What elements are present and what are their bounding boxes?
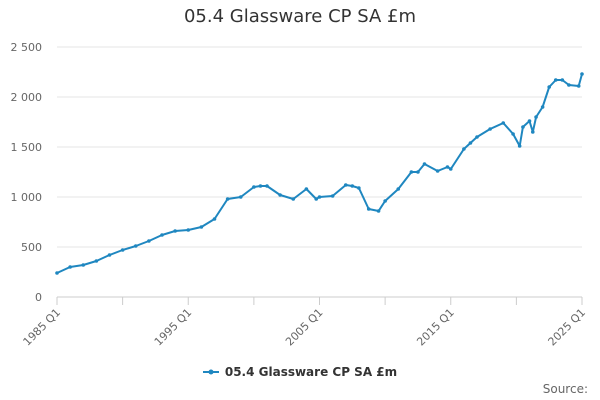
data-point[interactable] [475,135,479,139]
data-point[interactable] [422,162,427,166]
data-point[interactable] [560,78,565,82]
data-point[interactable] [409,170,414,174]
y-tick-label: 2 500 [11,41,43,54]
y-tick-label: 0 [35,291,42,304]
x-tick-label: 1985 Q1 [21,306,64,349]
data-point[interactable] [186,228,191,232]
data-point[interactable] [530,130,535,134]
data-point[interactable] [576,84,581,88]
data-point[interactable] [553,78,558,82]
data-point[interactable] [314,197,319,201]
y-tick-label: 2 000 [11,91,43,104]
x-tick-label: 1995 Q1 [152,306,195,349]
data-point[interactable] [278,193,282,197]
data-point[interactable] [468,141,473,145]
series-line[interactable] [56,73,583,274]
data-point[interactable] [120,248,125,252]
data-point[interactable] [448,167,453,171]
data-point[interactable] [517,144,522,148]
data-point[interactable] [304,187,309,191]
chart-title: 05.4 Glassware CP SA £m [183,6,416,27]
x-tick-label: 2005 Q1 [283,306,326,349]
data-point[interactable] [435,169,440,173]
data-point[interactable] [376,209,381,213]
data-point[interactable] [147,239,151,243]
y-tick-label: 1 500 [11,141,43,154]
x-tick-label: 2015 Q1 [414,306,457,349]
data-point[interactable] [580,72,584,76]
data-point[interactable] [416,170,420,174]
x-tick-label: 2025 Q1 [546,306,589,349]
data-point[interactable] [540,105,545,109]
data-point[interactable] [291,197,296,201]
legend[interactable]: 05.4 Glassware CP SA £m [0,365,600,379]
data-point[interactable] [547,85,551,89]
data-point[interactable] [343,183,348,187]
data-point[interactable] [511,132,515,136]
data-point[interactable] [94,259,99,263]
data-point[interactable] [68,265,72,269]
data-point[interactable] [534,115,538,119]
data-point[interactable] [173,229,177,233]
data-point[interactable] [317,195,322,199]
data-point[interactable] [55,271,59,275]
data-point[interactable] [225,197,230,201]
data-point[interactable] [521,125,525,129]
y-tick-label: 500 [21,241,42,254]
data-point[interactable] [133,244,138,248]
data-point[interactable] [350,184,355,188]
data-point[interactable] [238,195,243,199]
data-point[interactable] [357,186,361,190]
data-point[interactable] [258,184,263,188]
y-tick-label: 1 000 [11,191,43,204]
data-point[interactable] [488,127,492,131]
data-point[interactable] [383,199,387,203]
data-point[interactable] [265,184,269,188]
data-point[interactable] [81,263,86,267]
legend-swatch-icon [202,369,219,375]
data-point[interactable] [107,253,112,257]
data-point[interactable] [212,217,217,221]
data-point[interactable] [462,147,466,151]
data-point[interactable] [501,121,506,125]
data-point[interactable] [252,185,256,189]
data-point[interactable] [567,83,571,87]
data-point[interactable] [445,165,450,169]
data-point[interactable] [366,207,371,211]
source-label: Source: [542,382,588,396]
data-point[interactable] [330,194,335,198]
data-point[interactable] [527,119,532,123]
data-point[interactable] [199,225,204,229]
data-point[interactable] [160,233,164,237]
data-point[interactable] [396,187,401,191]
legend-label: 05.4 Glassware CP SA £m [224,365,398,379]
